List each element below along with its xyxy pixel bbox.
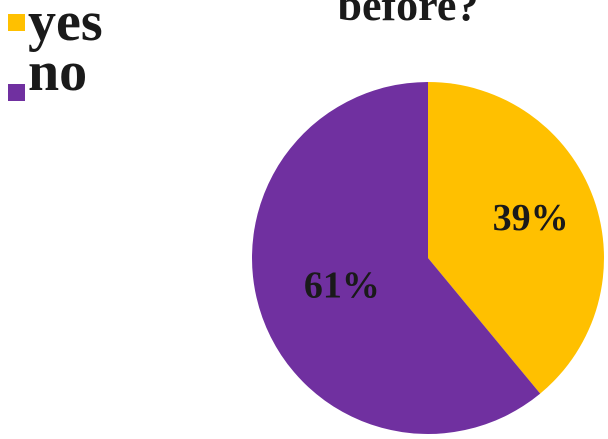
pie-slice-no (252, 82, 541, 434)
pie-label-yes: 39% (493, 197, 569, 239)
chart-title: before? (338, 0, 479, 30)
legend-label-no: no (28, 41, 87, 103)
pie-label-no: 61% (304, 265, 380, 307)
pie-slice-yes (428, 82, 605, 394)
legend-label-yes: yes (28, 0, 103, 53)
legend-swatch-no (8, 84, 25, 101)
legend-swatch-yes (8, 14, 25, 31)
pie-slices (252, 82, 605, 434)
pie-labels: 39% 61% (304, 197, 569, 307)
legend: yes no (8, 0, 103, 103)
